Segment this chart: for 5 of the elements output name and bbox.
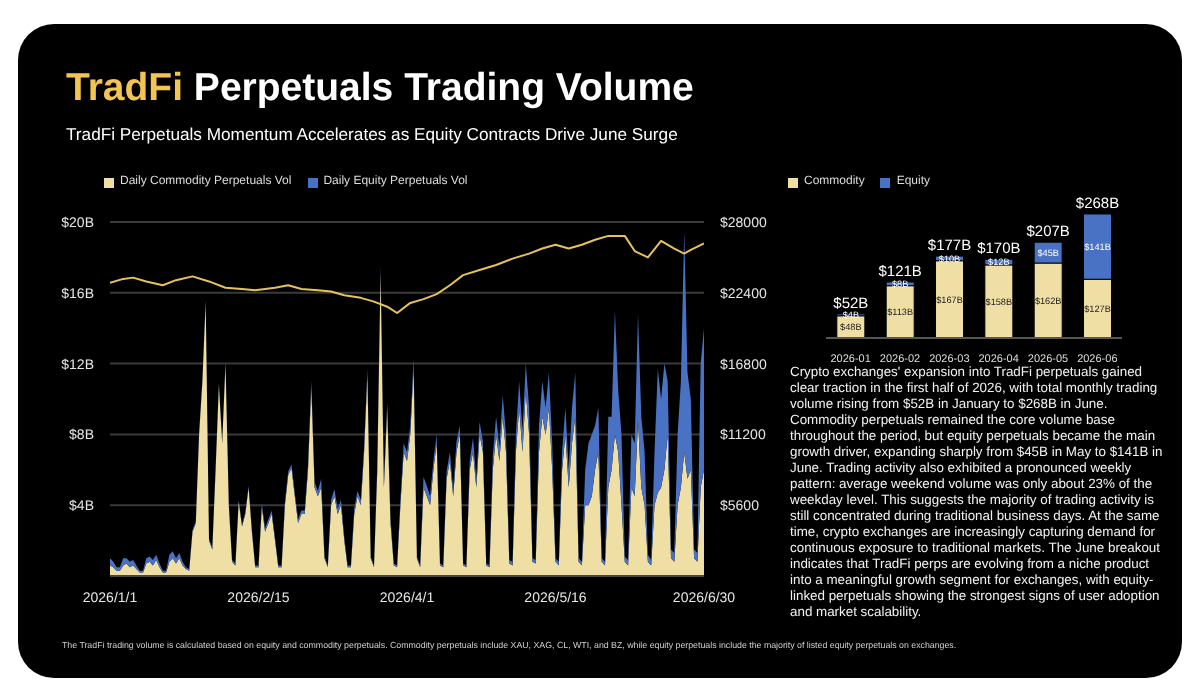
bar [984, 264, 1014, 339]
chart-subtitle: TradFi Perpetuals Momentum Accelerates as Equity Contracts Drive June Surge [66, 124, 678, 144]
line-series [110, 234, 704, 315]
bar [935, 260, 965, 339]
chart-title: TradFi Perpetuals Trading Volume [66, 66, 694, 110]
